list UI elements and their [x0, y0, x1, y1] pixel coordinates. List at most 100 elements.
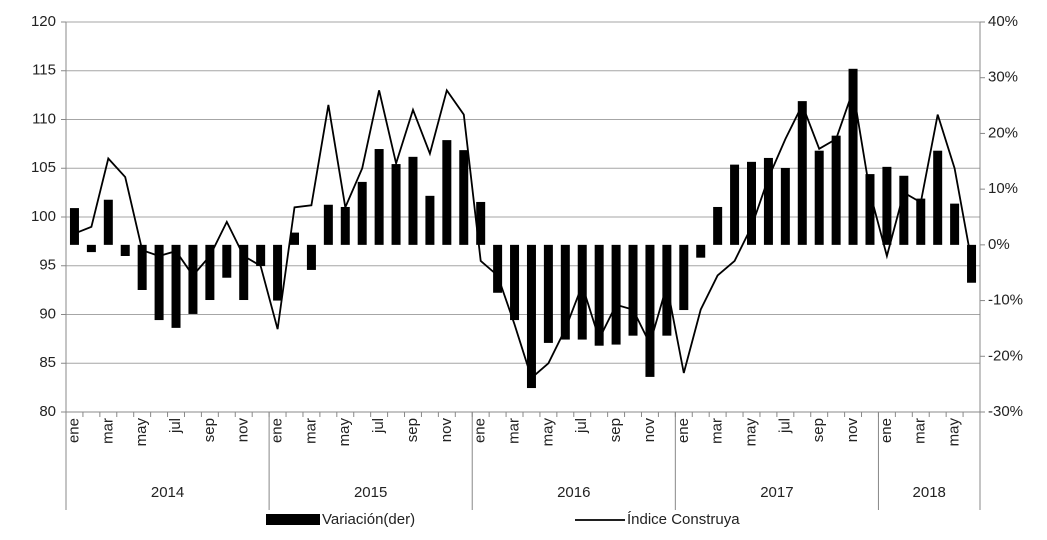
bar — [747, 161, 756, 245]
bar — [239, 244, 249, 301]
y2-tick-label: 30% — [988, 69, 1018, 86]
legend-swatch — [266, 514, 320, 525]
x-tick-label: jul — [776, 418, 793, 434]
y-tick-label: 120 — [31, 13, 56, 30]
bar — [543, 244, 553, 343]
bar — [69, 208, 79, 245]
x-tick-label: nov — [235, 418, 252, 443]
bar — [763, 157, 773, 245]
x-tick-label: sep — [607, 418, 624, 442]
group-label: 2014 — [151, 484, 184, 501]
bar — [882, 166, 892, 245]
x-tick-label: mar — [302, 418, 319, 444]
bar — [273, 244, 283, 301]
x-tick-label: sep — [810, 418, 827, 442]
bar — [120, 244, 130, 256]
x-tick-label: mar — [709, 418, 726, 444]
bar — [493, 244, 503, 293]
y2-tick-label: 10% — [988, 180, 1018, 197]
bar — [560, 244, 570, 340]
bar — [933, 150, 943, 245]
x-tick-label: mar — [99, 418, 116, 444]
bar — [154, 244, 164, 321]
x-tick-label: may — [539, 418, 556, 447]
bar — [340, 206, 350, 245]
bar — [205, 244, 215, 301]
bar — [611, 244, 621, 345]
bar — [780, 167, 790, 245]
x-tick-label: ene — [65, 418, 82, 443]
y2-tick-label: 40% — [988, 13, 1018, 30]
y-tick-label: 105 — [31, 159, 56, 176]
x-tick-label: jul — [573, 418, 590, 434]
bar — [137, 244, 147, 290]
bar — [290, 232, 299, 245]
bar — [594, 244, 604, 346]
bar — [510, 244, 520, 321]
bar — [442, 140, 452, 245]
y2-tick-label: -30% — [988, 403, 1023, 420]
legend-label: Índice Construya — [627, 511, 740, 528]
y-tick-label: 100 — [31, 208, 56, 225]
bar — [831, 135, 841, 245]
bar — [459, 150, 469, 245]
bar — [188, 244, 198, 314]
x-tick-label: ene — [472, 418, 489, 443]
y-tick-label: 115 — [32, 62, 56, 79]
line — [74, 88, 973, 380]
bar — [645, 244, 655, 377]
x-tick-label: jul — [167, 418, 184, 434]
x-tick-label: may — [336, 418, 353, 447]
bar — [391, 164, 401, 245]
group-label: 2018 — [913, 484, 946, 501]
x-tick-label: nov — [438, 418, 455, 443]
x-tick-label: may — [133, 418, 150, 447]
bar — [662, 244, 672, 336]
bar — [577, 244, 587, 340]
x-tick-label: mar — [912, 418, 929, 444]
bar — [526, 244, 536, 389]
bar — [425, 195, 435, 245]
y-tick-label: 95 — [39, 257, 56, 274]
y2-tick-label: 20% — [988, 124, 1018, 141]
x-tick-label: sep — [404, 418, 421, 442]
bar — [916, 198, 926, 245]
bar — [222, 244, 232, 278]
y2-tick-label: -10% — [988, 292, 1023, 309]
y-tick-label: 80 — [39, 403, 56, 420]
bar — [256, 244, 266, 267]
group-label: 2015 — [354, 484, 387, 501]
bar — [408, 156, 418, 245]
x-tick-label: may — [946, 418, 963, 447]
bar — [848, 68, 858, 245]
bar — [476, 201, 486, 245]
group-label: 2016 — [557, 484, 590, 501]
bar — [306, 244, 316, 270]
x-tick-label: jul — [370, 418, 387, 434]
y2-tick-label: 0% — [988, 236, 1010, 253]
bar — [103, 199, 113, 245]
bar — [323, 204, 333, 245]
bar — [865, 174, 875, 245]
x-tick-label: sep — [201, 418, 218, 442]
x-tick-label: ene — [878, 418, 895, 443]
x-tick-label: ene — [269, 418, 286, 443]
y-tick-label: 90 — [39, 305, 56, 322]
bar — [899, 175, 909, 245]
legend-label: Variación(der) — [322, 511, 415, 528]
y-tick-label: 85 — [39, 354, 56, 371]
x-tick-label: mar — [506, 418, 523, 444]
bar — [628, 244, 638, 336]
y2-tick-label: -20% — [988, 347, 1023, 364]
bar — [357, 181, 367, 245]
x-tick-label: nov — [844, 418, 861, 443]
x-tick-label: nov — [641, 418, 658, 443]
x-tick-label: ene — [675, 418, 692, 443]
bar — [696, 244, 706, 258]
x-tick-label: may — [742, 418, 759, 447]
bar — [86, 244, 96, 253]
bar — [814, 150, 824, 245]
group-label: 2017 — [760, 484, 793, 501]
bar — [950, 203, 960, 245]
bar — [679, 244, 689, 311]
